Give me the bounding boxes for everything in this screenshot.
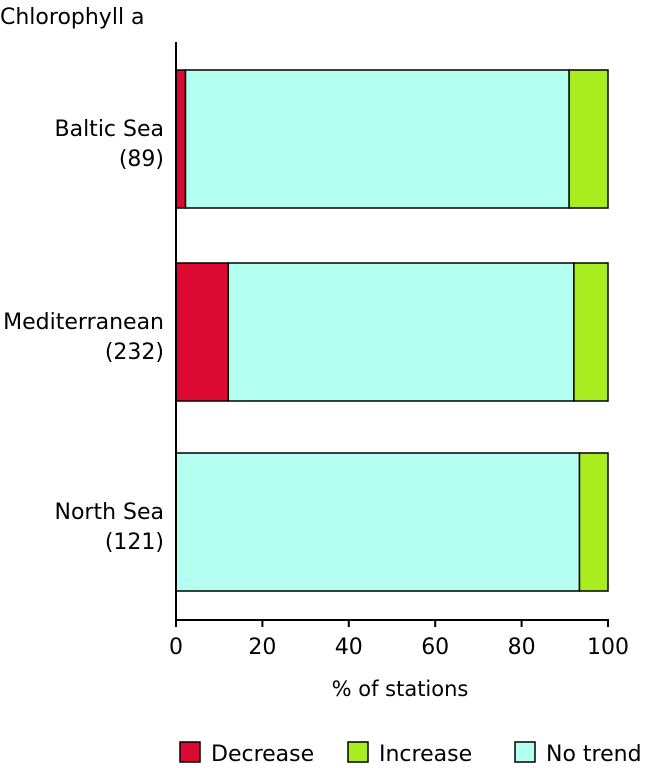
legend-swatch-increase: [347, 741, 369, 763]
x-tick-label: 40: [335, 635, 363, 660]
x-tick-label: 60: [421, 635, 449, 660]
category-label-mediterranean: Mediterranean: [3, 310, 164, 335]
x-axis-label: % of stations: [332, 677, 469, 701]
category-count-baltic-sea: (89): [119, 147, 164, 172]
bar-north-sea-increase: [578, 452, 609, 592]
legend-label-decrease: Decrease: [211, 742, 314, 767]
legend-swatch-decrease: [179, 741, 201, 763]
category-label-baltic-sea: Baltic Sea: [55, 117, 165, 142]
bar-baltic-sea-no-trend: [184, 69, 570, 209]
x-tick-label: 100: [587, 635, 629, 660]
category-count-north-sea: (121): [105, 530, 164, 555]
bar-mediterranean-no-trend: [227, 262, 575, 402]
x-tick-label: 0: [169, 635, 183, 660]
x-axis-ticks: 0 20 40 60 80 100: [169, 620, 629, 660]
bar-mediterranean-increase: [573, 262, 609, 402]
legend-label-increase: Increase: [379, 742, 472, 767]
x-tick-label: 20: [248, 635, 276, 660]
bar-baltic-sea-increase: [568, 69, 609, 209]
bar-baltic-sea-decrease: [175, 69, 187, 209]
chart-title: Chlorophyll a: [0, 5, 145, 30]
bar-group: [175, 69, 609, 592]
bar-mediterranean-decrease: [175, 262, 230, 402]
bar-north-sea-no-trend: [175, 452, 581, 592]
legend: Decrease Increase No trend: [179, 741, 642, 767]
legend-label-no-trend: No trend: [546, 742, 642, 767]
category-labels: Baltic Sea (89) Mediterranean (232) North Se…: [3, 117, 164, 555]
legend-swatch-no-trend: [514, 741, 536, 763]
x-tick-label: 80: [508, 635, 536, 660]
category-count-mediterranean: (232): [105, 340, 164, 365]
category-label-north-sea: North Sea: [54, 500, 164, 525]
